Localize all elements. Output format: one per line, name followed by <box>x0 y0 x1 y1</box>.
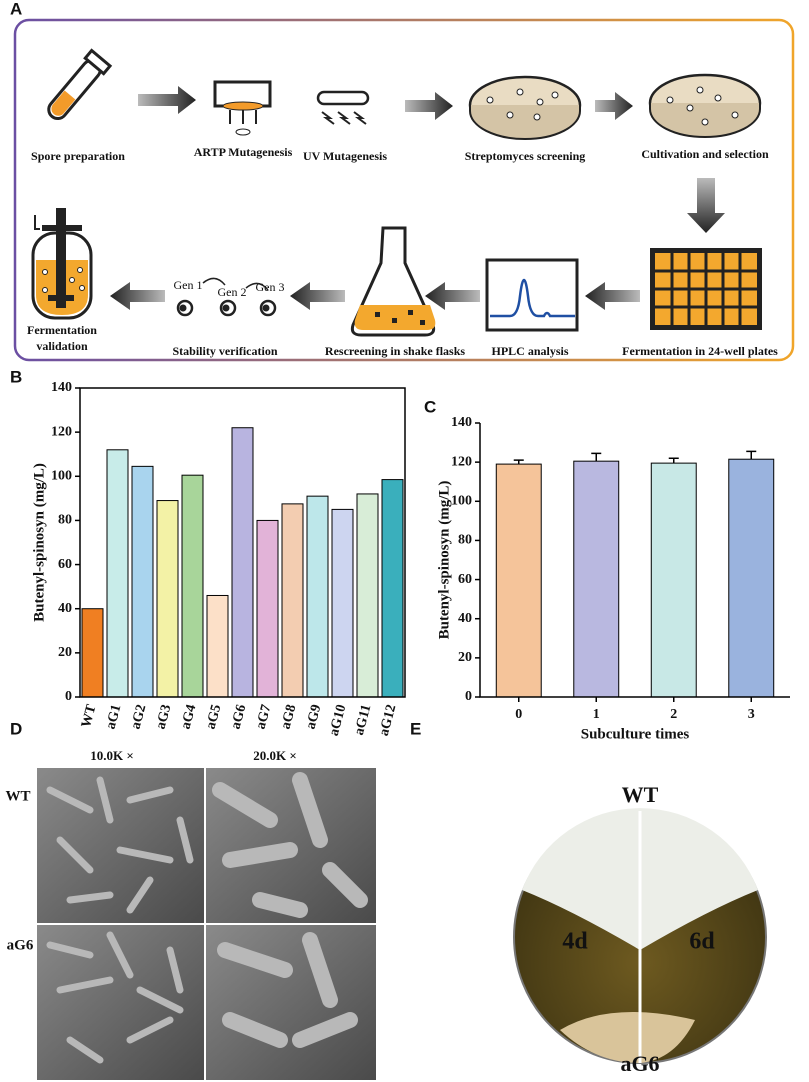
x-tick-label: aG3 <box>154 703 175 731</box>
gen-label: Gen 1 <box>174 278 203 292</box>
panel-label: D <box>10 719 22 738</box>
arrow <box>687 178 725 233</box>
bar <box>573 460 620 698</box>
x-axis-label: Subculture times <box>581 726 690 742</box>
plate-label: aG6 <box>620 1051 659 1076</box>
bar <box>131 465 154 698</box>
y-tick-label: 100 <box>451 494 472 509</box>
panel-label: E <box>410 719 421 738</box>
y-tick-label: 20 <box>58 645 72 660</box>
step-label: ARTP Mutagenesis <box>194 145 293 159</box>
arrow <box>110 282 165 310</box>
x-tick-label: aG11 <box>352 703 375 737</box>
y-tick-label: 40 <box>458 611 472 626</box>
arrow <box>405 92 453 120</box>
error-bar <box>746 450 757 460</box>
bar <box>206 594 229 698</box>
step-label: Spore preparation <box>31 149 125 163</box>
x-tick-label: 0 <box>515 707 522 722</box>
row-label: aG6 <box>7 937 34 953</box>
plate-label: WT <box>622 782 659 807</box>
sem-images <box>37 768 376 1080</box>
gen-label: Gen 2 <box>218 285 247 299</box>
bar <box>281 503 304 698</box>
error-bar <box>668 457 679 464</box>
x-tick-label: aG10 <box>327 703 350 738</box>
gen-label: Gen 3 <box>256 280 285 294</box>
panel-label: C <box>424 397 436 416</box>
bar <box>728 458 775 698</box>
step-label: Cultivation and selection <box>641 147 769 161</box>
arrow <box>138 86 196 114</box>
arrow <box>585 282 640 310</box>
arrow <box>595 92 633 120</box>
plate-photo <box>513 808 767 1064</box>
x-tick-label: WT <box>79 702 100 729</box>
workflow-icons <box>31 48 762 337</box>
plate-label: 4d <box>562 929 588 955</box>
bar <box>650 462 697 698</box>
panel-label: A <box>10 0 22 18</box>
step-label: validation <box>36 339 88 353</box>
x-tick-label: aG4 <box>179 703 200 731</box>
y-tick-label: 60 <box>58 557 72 572</box>
bar <box>181 474 204 698</box>
x-tick-label: aG12 <box>377 703 400 738</box>
y-tick-label: 80 <box>458 533 472 548</box>
step-label: UV Mutagenesis <box>303 149 387 163</box>
step-label: Fermentation in 24-well plates <box>622 344 778 358</box>
x-tick-label: aG7 <box>254 703 275 731</box>
column-label: 20.0K × <box>253 748 297 763</box>
y-tick-label: 20 <box>458 650 472 665</box>
panel-label: B <box>10 367 22 386</box>
y-tick-label: 0 <box>465 689 472 704</box>
y-tick-label: 120 <box>51 424 72 439</box>
step-label: Rescreening in shake flasks <box>325 344 465 358</box>
bar <box>356 493 379 698</box>
bar <box>495 463 542 698</box>
x-tick-label: aG8 <box>279 703 300 731</box>
step-label: HPLC analysis <box>491 344 568 358</box>
step-label: Stability verification <box>173 344 278 358</box>
plate-label: 6d <box>689 929 715 955</box>
y-tick-label: 140 <box>51 380 72 395</box>
y-tick-label: 120 <box>451 454 472 469</box>
arrow <box>425 282 480 310</box>
axis <box>79 387 406 698</box>
bar <box>306 495 329 698</box>
x-tick-label: 3 <box>748 707 755 722</box>
column-label: 10.0K × <box>90 748 134 763</box>
y-tick-label: 40 <box>58 601 72 616</box>
step-label: Streptomyces screening <box>465 149 586 163</box>
x-tick-label: 2 <box>670 707 677 722</box>
bar <box>106 449 129 698</box>
bar <box>331 508 354 698</box>
step-label: Fermentation <box>27 323 97 337</box>
y-tick-label: 140 <box>451 415 472 430</box>
x-tick-label: aG1 <box>104 703 125 731</box>
x-tick-label: 1 <box>593 707 600 722</box>
y-tick-label: 0 <box>65 689 72 704</box>
y-tick-label: 100 <box>51 469 72 484</box>
axis <box>479 423 790 698</box>
x-tick-label: aG9 <box>304 703 325 731</box>
row-label: WT <box>5 788 30 804</box>
y-axis-label: Butenyl-spinosyn (mg/L) <box>436 481 452 640</box>
y-tick-label: 80 <box>58 513 72 528</box>
bar <box>156 500 179 698</box>
y-axis-label: Butenyl-spinosyn (mg/L) <box>31 463 47 622</box>
bar <box>256 519 279 698</box>
bar <box>231 427 254 698</box>
bar <box>81 608 104 698</box>
error-bar <box>591 452 602 462</box>
arrow <box>290 282 345 310</box>
bar <box>381 479 404 698</box>
error-bar <box>513 459 524 465</box>
x-tick-label: aG5 <box>204 703 225 731</box>
y-tick-label: 60 <box>458 572 472 587</box>
x-tick-label: aG6 <box>229 703 250 731</box>
panel-frame <box>13 18 795 362</box>
x-tick-label: aG2 <box>129 703 150 731</box>
